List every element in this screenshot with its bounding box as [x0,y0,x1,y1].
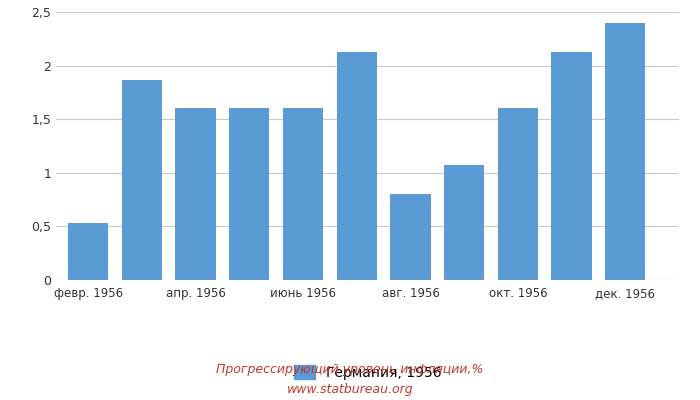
Bar [176,108,216,280]
Bar [122,80,162,280]
Bar [337,52,377,280]
Bar [444,165,484,280]
Text: Прогрессирующий уровень инфляции,%: Прогрессирующий уровень инфляции,% [216,364,484,376]
Bar [552,52,592,280]
Bar [391,194,430,280]
Bar [68,223,108,280]
Bar [229,108,270,280]
Bar [606,23,645,280]
Legend: Германия, 1956: Германия, 1956 [288,360,447,386]
Bar [498,108,538,280]
Bar [283,108,323,280]
Text: www.statbureau.org: www.statbureau.org [287,384,413,396]
